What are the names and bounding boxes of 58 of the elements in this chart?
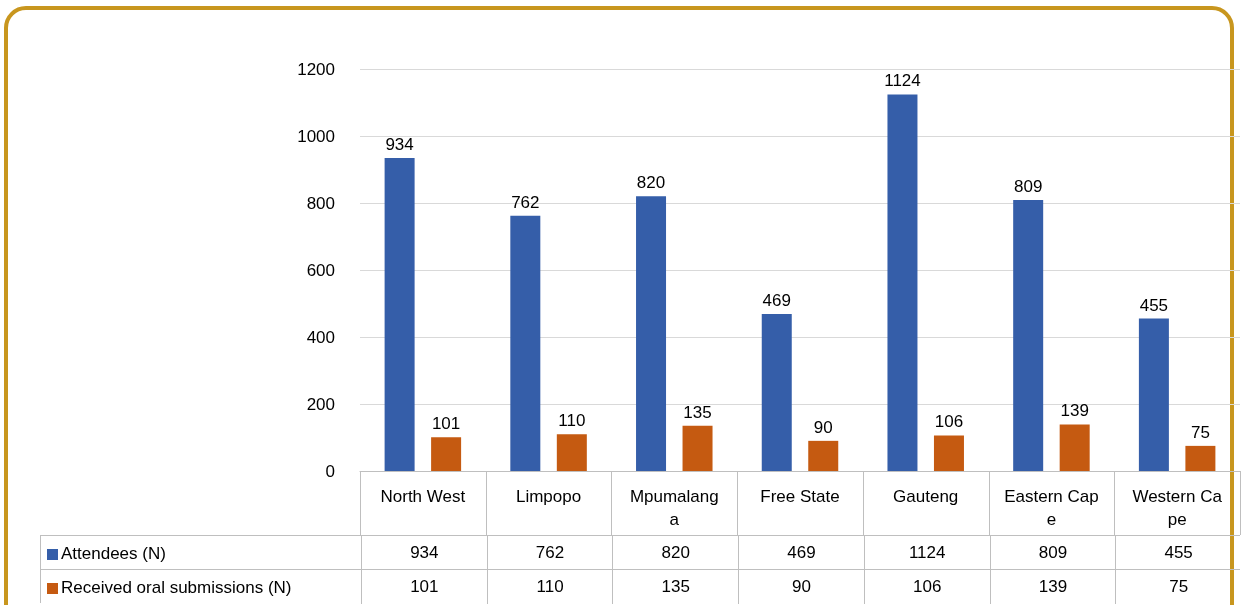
y-tick-label: 400 <box>306 327 335 347</box>
x-tick-label: Gauteng <box>893 487 959 506</box>
data-label: 135 <box>612 570 739 604</box>
x-tick-label: North West <box>380 487 466 506</box>
data-label: 75 <box>1115 570 1241 604</box>
data-label: 101 <box>361 570 487 604</box>
bar <box>682 425 713 471</box>
bar <box>1138 318 1169 471</box>
bar <box>808 440 839 471</box>
data-label: 934 <box>361 536 487 570</box>
text: 90 <box>813 417 833 437</box>
bar <box>1185 445 1216 471</box>
text: 455 <box>1139 295 1169 315</box>
data-label: 106 <box>863 570 990 604</box>
data-label: 469 <box>738 536 864 570</box>
text: 106 <box>934 412 964 432</box>
data-label: 110 <box>486 570 613 604</box>
data-label: 1124 <box>863 536 990 570</box>
data-label: 762 <box>486 536 613 570</box>
y-tick-label: 1200 <box>297 59 335 79</box>
bar <box>431 437 462 471</box>
bar <box>510 215 541 471</box>
bar <box>933 435 964 471</box>
legend-label: Received oral submissions (N) <box>61 578 292 598</box>
y-tick-label: 800 <box>306 193 335 213</box>
text: 934 <box>385 135 414 155</box>
text: 75 <box>1190 422 1210 442</box>
bar <box>1059 424 1090 471</box>
data-label: 455 <box>1115 536 1241 570</box>
x-tick-label: Free State <box>760 487 840 506</box>
text: 1124 <box>884 71 921 91</box>
text: 469 <box>762 290 791 310</box>
text: 110 <box>558 411 586 431</box>
y-tick-label: 0 <box>325 461 335 481</box>
data-label: 809 <box>989 536 1116 570</box>
bar <box>761 313 792 471</box>
text: 762 <box>511 192 540 212</box>
x-tick-label: Western Cape <box>1132 487 1223 529</box>
text: 101 <box>431 414 461 434</box>
data-label: 90 <box>738 570 864 604</box>
bar <box>636 196 667 471</box>
bar <box>887 94 918 471</box>
x-tick-label: Limpopo <box>515 487 582 506</box>
data-label: 820 <box>612 536 739 570</box>
x-tick-label: Mpumalanga <box>629 487 719 529</box>
data-label: 139 <box>989 570 1116 604</box>
text: 139 <box>1060 401 1089 421</box>
legend-label: Attendees (N) <box>61 544 166 564</box>
y-tick-label: 600 <box>306 260 335 280</box>
bar <box>556 434 587 471</box>
bar <box>1013 199 1044 471</box>
y-tick-label: 200 <box>306 394 335 414</box>
text: 135 <box>683 402 712 422</box>
bar <box>384 158 415 471</box>
y-tick-label: 1000 <box>297 126 335 146</box>
text: 809 <box>1013 176 1043 196</box>
text: 820 <box>636 173 666 193</box>
x-tick-label: Eastern Cape <box>1004 487 1099 529</box>
